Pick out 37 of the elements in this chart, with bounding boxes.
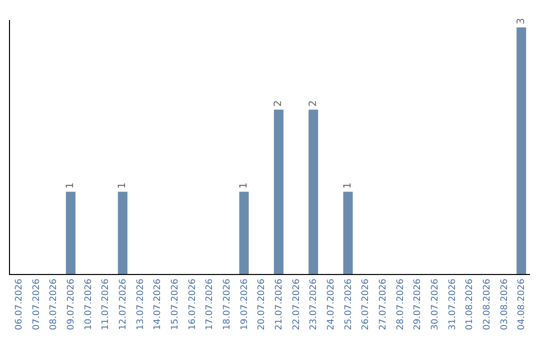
data-label: 1	[65, 182, 76, 189]
data-label: 1	[342, 182, 354, 189]
x-tick-label: 09.07.2026	[66, 278, 77, 330]
x-tick-label: 10.07.2026	[84, 278, 94, 330]
data-label: 3	[516, 18, 527, 24]
x-tick-label: 23.07.2026	[309, 278, 320, 330]
x-tick-label: 07.07.2026	[32, 278, 42, 330]
x-tick-label: 02.08.2026	[482, 278, 493, 330]
data-label: 1	[238, 182, 250, 189]
x-tick-label: 30.07.2026	[430, 278, 441, 330]
data-label: 2	[308, 100, 319, 107]
x-tick-label: 12.07.2026	[118, 278, 129, 330]
x-tick-label: 20.07.2026	[257, 278, 268, 330]
x-tick-label: 27.07.2026	[378, 278, 389, 330]
x-tick-label: 31.07.2026	[448, 278, 458, 330]
x-tick-label: 17.07.2026	[205, 278, 216, 330]
x-tick-label: 01.08.2026	[465, 278, 476, 330]
x-tick-label: 15.07.2026	[170, 278, 181, 330]
x-tick-label: 03.08.2026	[500, 278, 510, 330]
x-tick-label: 04.08.2026	[517, 278, 528, 330]
x-tick-label: 24.07.2026	[326, 278, 337, 330]
x-tick-label: 13.07.2026	[136, 278, 146, 330]
x-tick-label: 26.07.2026	[361, 278, 372, 330]
x-tick-label: 18.07.2026	[222, 278, 233, 330]
x-tick-label: 21.07.2026	[274, 278, 285, 330]
x-tick-label: 16.07.2026	[188, 278, 198, 330]
x-tick-label: 08.07.2026	[49, 278, 60, 330]
x-tick-label: 19.07.2026	[240, 278, 250, 330]
x-tick-label: 14.07.2026	[153, 278, 164, 330]
x-tick-label: 25.07.2026	[344, 278, 354, 330]
x-tick-label: 11.07.2026	[101, 278, 112, 330]
x-tick-label: 28.07.2026	[396, 278, 406, 330]
data-label: 2	[273, 100, 284, 107]
x-tick-label: 22.07.2026	[292, 278, 302, 330]
data-label: 1	[117, 182, 128, 189]
x-tick-label: 06.07.2026	[14, 278, 25, 330]
x-tick-label: 29.07.2026	[413, 278, 424, 330]
